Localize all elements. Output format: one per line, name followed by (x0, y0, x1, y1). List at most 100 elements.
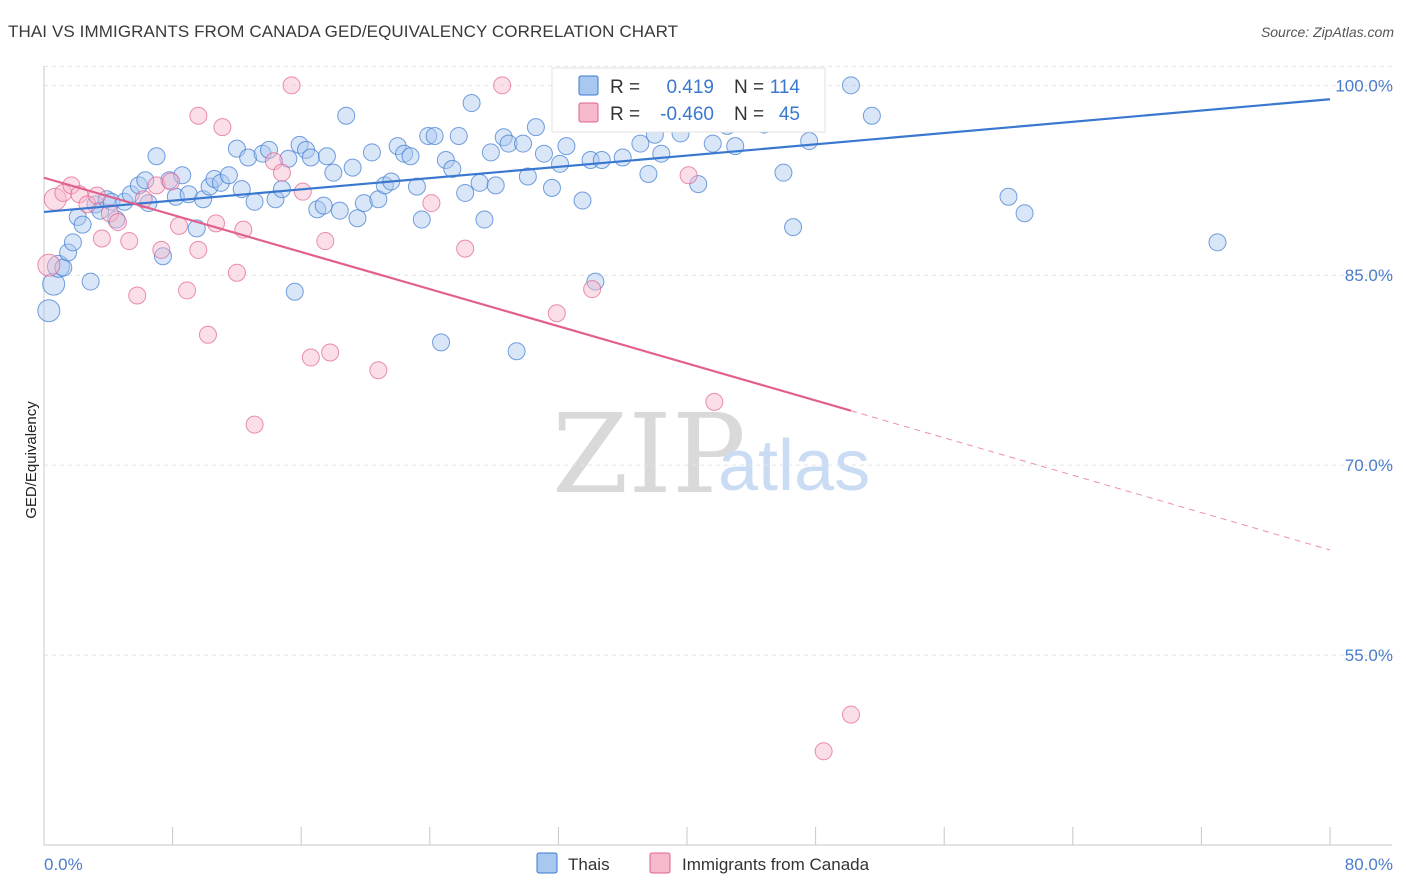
point-canada (321, 343, 340, 362)
stats-n-value-thais: 114 (770, 77, 801, 98)
point-canada (227, 263, 246, 282)
point-thais (1208, 233, 1227, 252)
trend-lines (43, 98, 1331, 551)
y-tick-labels: 55.0% 70.0% 85.0% 100.0% (1335, 76, 1393, 665)
legend-label-canada[interactable]: Immigrants from Canada (682, 855, 870, 874)
point-canada (213, 118, 232, 137)
point-thais (443, 159, 462, 178)
point-thais (362, 143, 381, 162)
point-thais (551, 154, 570, 173)
point-canada (316, 232, 335, 251)
y-tick-label: 100.0% (1335, 76, 1393, 95)
point-canada (92, 229, 111, 248)
point-canada (301, 348, 320, 367)
source-label: Source: ZipAtlas.com (1260, 24, 1394, 40)
point-thais (631, 134, 650, 153)
y-tick-label: 85.0% (1345, 266, 1393, 285)
point-canada (198, 325, 217, 344)
point-thais (239, 148, 258, 167)
point-thais (486, 176, 505, 195)
trend-line-canada (43, 176, 852, 412)
point-thais (999, 187, 1018, 206)
point-canada (679, 166, 698, 185)
point-canada (705, 392, 724, 411)
point-thais (475, 210, 494, 229)
x-tick-labels: 0.0% 80.0% (44, 855, 1393, 874)
stats-r-value-thais: 0.419 (666, 77, 714, 98)
point-thais (499, 134, 518, 153)
point-canada (161, 172, 180, 191)
point-thais (436, 151, 455, 170)
point-canada (272, 163, 291, 182)
point-canada (841, 705, 860, 724)
point-thais (285, 282, 304, 301)
point-canada (108, 213, 127, 232)
y-tick-label: 70.0% (1345, 456, 1393, 475)
watermark: ZIP atlas (552, 390, 870, 518)
point-canada (245, 415, 264, 434)
point-thais (37, 299, 61, 323)
point-canada (583, 280, 602, 299)
point-canada (282, 76, 301, 95)
point-thais (542, 178, 561, 197)
point-canada (369, 361, 388, 380)
point-thais (652, 144, 671, 163)
watermark-zip: ZIP (552, 390, 746, 518)
legend-swatch-thais[interactable] (536, 852, 558, 874)
point-thais (462, 94, 481, 113)
point-canada (189, 240, 208, 259)
legend-swatch-canada[interactable] (649, 852, 671, 874)
axes (43, 66, 1392, 846)
point-thais (317, 147, 336, 166)
y-axis-title: GED/Equivalency (23, 401, 40, 519)
stats-n-value-canada: 45 (779, 104, 800, 125)
point-thais (703, 134, 722, 153)
point-thais (330, 201, 349, 220)
series-legend: Thais Immigrants from Canada (536, 852, 870, 874)
point-canada (170, 216, 189, 235)
trend-line-canada-extension (850, 410, 1331, 551)
x-tick-label: 80.0% (1345, 855, 1393, 874)
point-thais (862, 106, 881, 125)
point-thais (337, 106, 356, 125)
point-thais (73, 215, 92, 234)
point-thais (518, 167, 537, 186)
point-canada (147, 176, 166, 195)
point-thais (147, 147, 166, 166)
point-thais (153, 247, 172, 266)
point-thais (507, 342, 526, 361)
point-thais (613, 148, 632, 167)
point-thais (557, 137, 576, 156)
point-canada (293, 182, 312, 201)
point-thais (419, 126, 438, 145)
point-thais (841, 76, 860, 95)
point-thais (526, 118, 545, 137)
stats-legend: R = 0.419 N = 114 R = -0.460 N = 45 (551, 67, 826, 133)
point-thais (774, 163, 793, 182)
point-thais (1015, 204, 1034, 223)
point-thais (573, 191, 592, 210)
point-thais (245, 192, 264, 211)
trend-line-thais (43, 98, 1331, 214)
y-tick-label: 55.0% (1345, 646, 1393, 665)
x-tick-label: 0.0% (44, 855, 83, 874)
point-canada (178, 281, 197, 300)
point-thais (481, 143, 500, 162)
point-canada (493, 76, 512, 95)
legend-label-thais[interactable]: Thais (568, 855, 610, 874)
point-thais (173, 166, 192, 185)
point-thais (136, 171, 155, 190)
point-canada (120, 232, 139, 251)
point-thais (592, 151, 611, 170)
chart-title: THAI VS IMMIGRANTS FROM CANADA GED/EQUIV… (8, 22, 679, 41)
point-thais (425, 126, 444, 145)
point-thais (456, 183, 475, 202)
watermark-atlas: atlas (718, 426, 870, 506)
stats-r-label-thais: R = (610, 77, 640, 98)
point-thais (324, 163, 343, 182)
point-thais (46, 254, 70, 278)
point-thais (407, 177, 426, 196)
stats-legend-swatch-canada (578, 102, 599, 123)
point-thais (401, 147, 420, 166)
